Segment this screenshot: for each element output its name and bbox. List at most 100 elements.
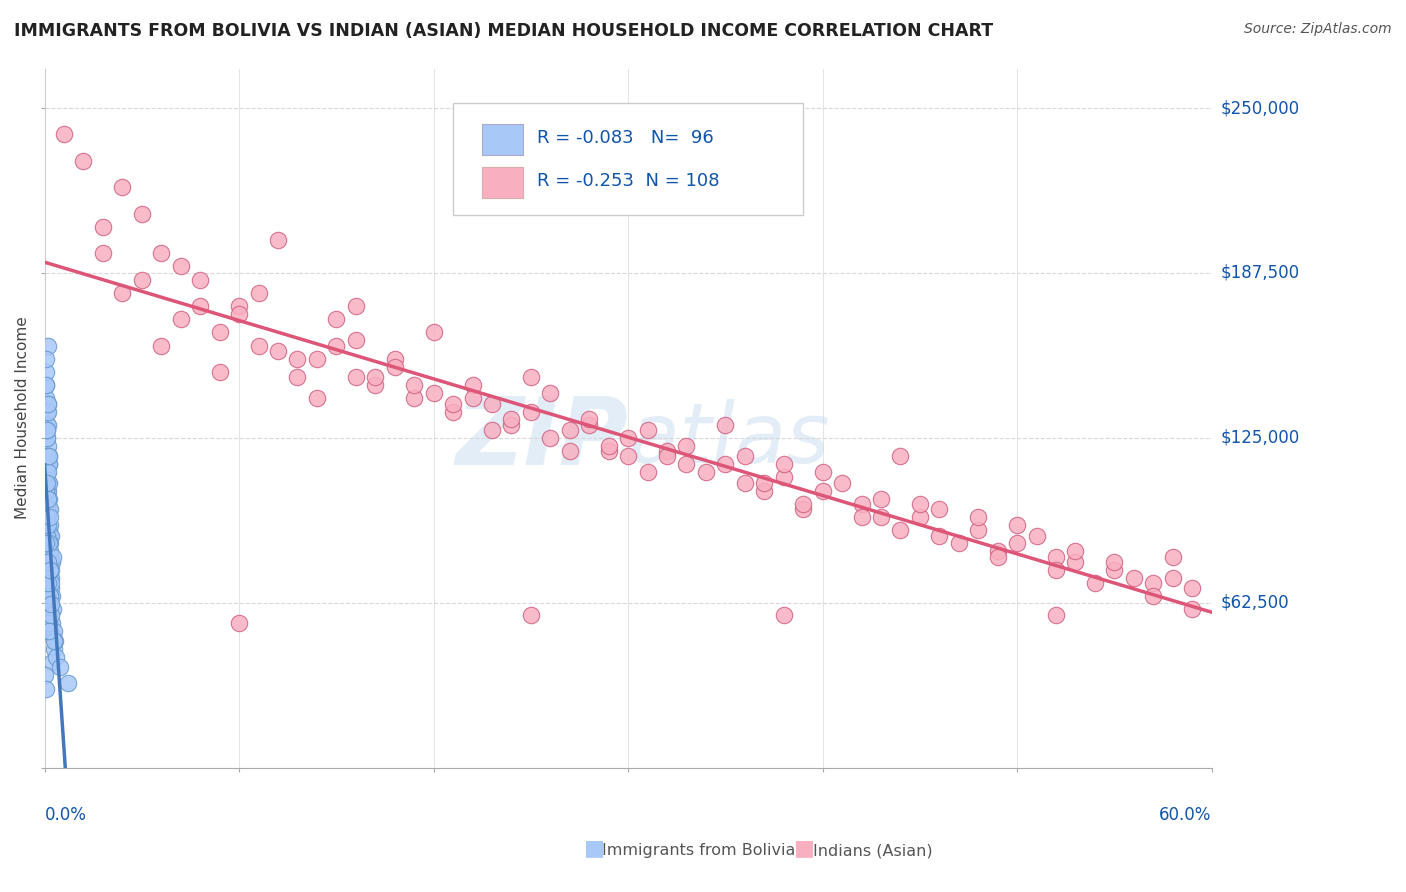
Point — [1084, 576, 1107, 591]
Point — [1005, 518, 1028, 533]
Point — [870, 510, 893, 524]
Point — [987, 544, 1010, 558]
Point — [41, 597, 63, 611]
Text: R = -0.253  N = 108: R = -0.253 N = 108 — [537, 172, 720, 190]
Point — [870, 491, 893, 506]
Point — [851, 497, 873, 511]
Point — [714, 417, 737, 432]
Point — [811, 465, 834, 479]
Point — [38, 597, 60, 611]
Point — [150, 338, 173, 352]
Point — [267, 233, 290, 247]
Point — [35, 544, 58, 558]
Point — [851, 510, 873, 524]
Point — [35, 450, 58, 464]
Point — [637, 465, 659, 479]
Point — [37, 483, 59, 498]
Point — [38, 475, 60, 490]
Point — [39, 571, 62, 585]
Point — [39, 518, 62, 533]
Point — [35, 518, 58, 533]
Point — [38, 536, 60, 550]
Point — [520, 607, 543, 622]
Point — [37, 597, 59, 611]
Point — [695, 465, 717, 479]
Point — [35, 378, 58, 392]
Point — [384, 359, 406, 374]
Point — [37, 563, 59, 577]
Point — [558, 423, 581, 437]
Point — [37, 602, 59, 616]
Point — [170, 260, 193, 274]
Point — [131, 206, 153, 220]
Point — [364, 370, 387, 384]
Point — [1064, 555, 1087, 569]
Point — [42, 629, 65, 643]
Point — [131, 272, 153, 286]
Point — [38, 457, 60, 471]
Point — [37, 417, 59, 432]
Point — [344, 299, 367, 313]
Point — [1161, 571, 1184, 585]
Point — [734, 450, 756, 464]
Text: Source: ZipAtlas.com: Source: ZipAtlas.com — [1244, 22, 1392, 37]
Point — [287, 370, 309, 384]
Point — [111, 180, 134, 194]
Text: ■: ■ — [583, 838, 605, 858]
Point — [35, 378, 58, 392]
Point — [39, 528, 62, 542]
Point — [1142, 589, 1164, 603]
Point — [325, 312, 347, 326]
Point — [39, 549, 62, 564]
Point — [1161, 549, 1184, 564]
Point — [45, 649, 67, 664]
Point — [37, 555, 59, 569]
Point — [441, 404, 464, 418]
Point — [247, 285, 270, 300]
Text: $125,000: $125,000 — [1220, 429, 1301, 447]
Point — [461, 378, 484, 392]
Point — [38, 510, 60, 524]
Point — [38, 457, 60, 471]
Point — [404, 378, 426, 392]
Point — [35, 536, 58, 550]
Point — [38, 624, 60, 638]
Point — [948, 536, 970, 550]
Text: ■: ■ — [794, 838, 815, 858]
Point — [44, 642, 66, 657]
Point — [325, 338, 347, 352]
Point — [37, 423, 59, 437]
Point — [38, 450, 60, 464]
Point — [831, 475, 853, 490]
Point — [39, 563, 62, 577]
Point — [38, 502, 60, 516]
Point — [754, 483, 776, 498]
Point — [655, 444, 678, 458]
Point — [734, 475, 756, 490]
Point — [37, 563, 59, 577]
Point — [35, 681, 58, 696]
Point — [35, 431, 58, 445]
Point — [37, 607, 59, 622]
Point — [41, 555, 63, 569]
Point — [441, 396, 464, 410]
Point — [35, 351, 58, 366]
Point — [1025, 528, 1047, 542]
Point — [35, 450, 58, 464]
Point — [908, 497, 931, 511]
Point — [37, 491, 59, 506]
Point — [384, 351, 406, 366]
Point — [598, 444, 620, 458]
Point — [37, 582, 59, 596]
Point — [481, 423, 503, 437]
Point — [35, 475, 58, 490]
Point — [38, 576, 60, 591]
Point — [967, 510, 990, 524]
Point — [37, 483, 59, 498]
Point — [188, 272, 211, 286]
Point — [675, 457, 697, 471]
Point — [772, 457, 794, 471]
Point — [714, 457, 737, 471]
Point — [520, 370, 543, 384]
Point — [37, 465, 59, 479]
